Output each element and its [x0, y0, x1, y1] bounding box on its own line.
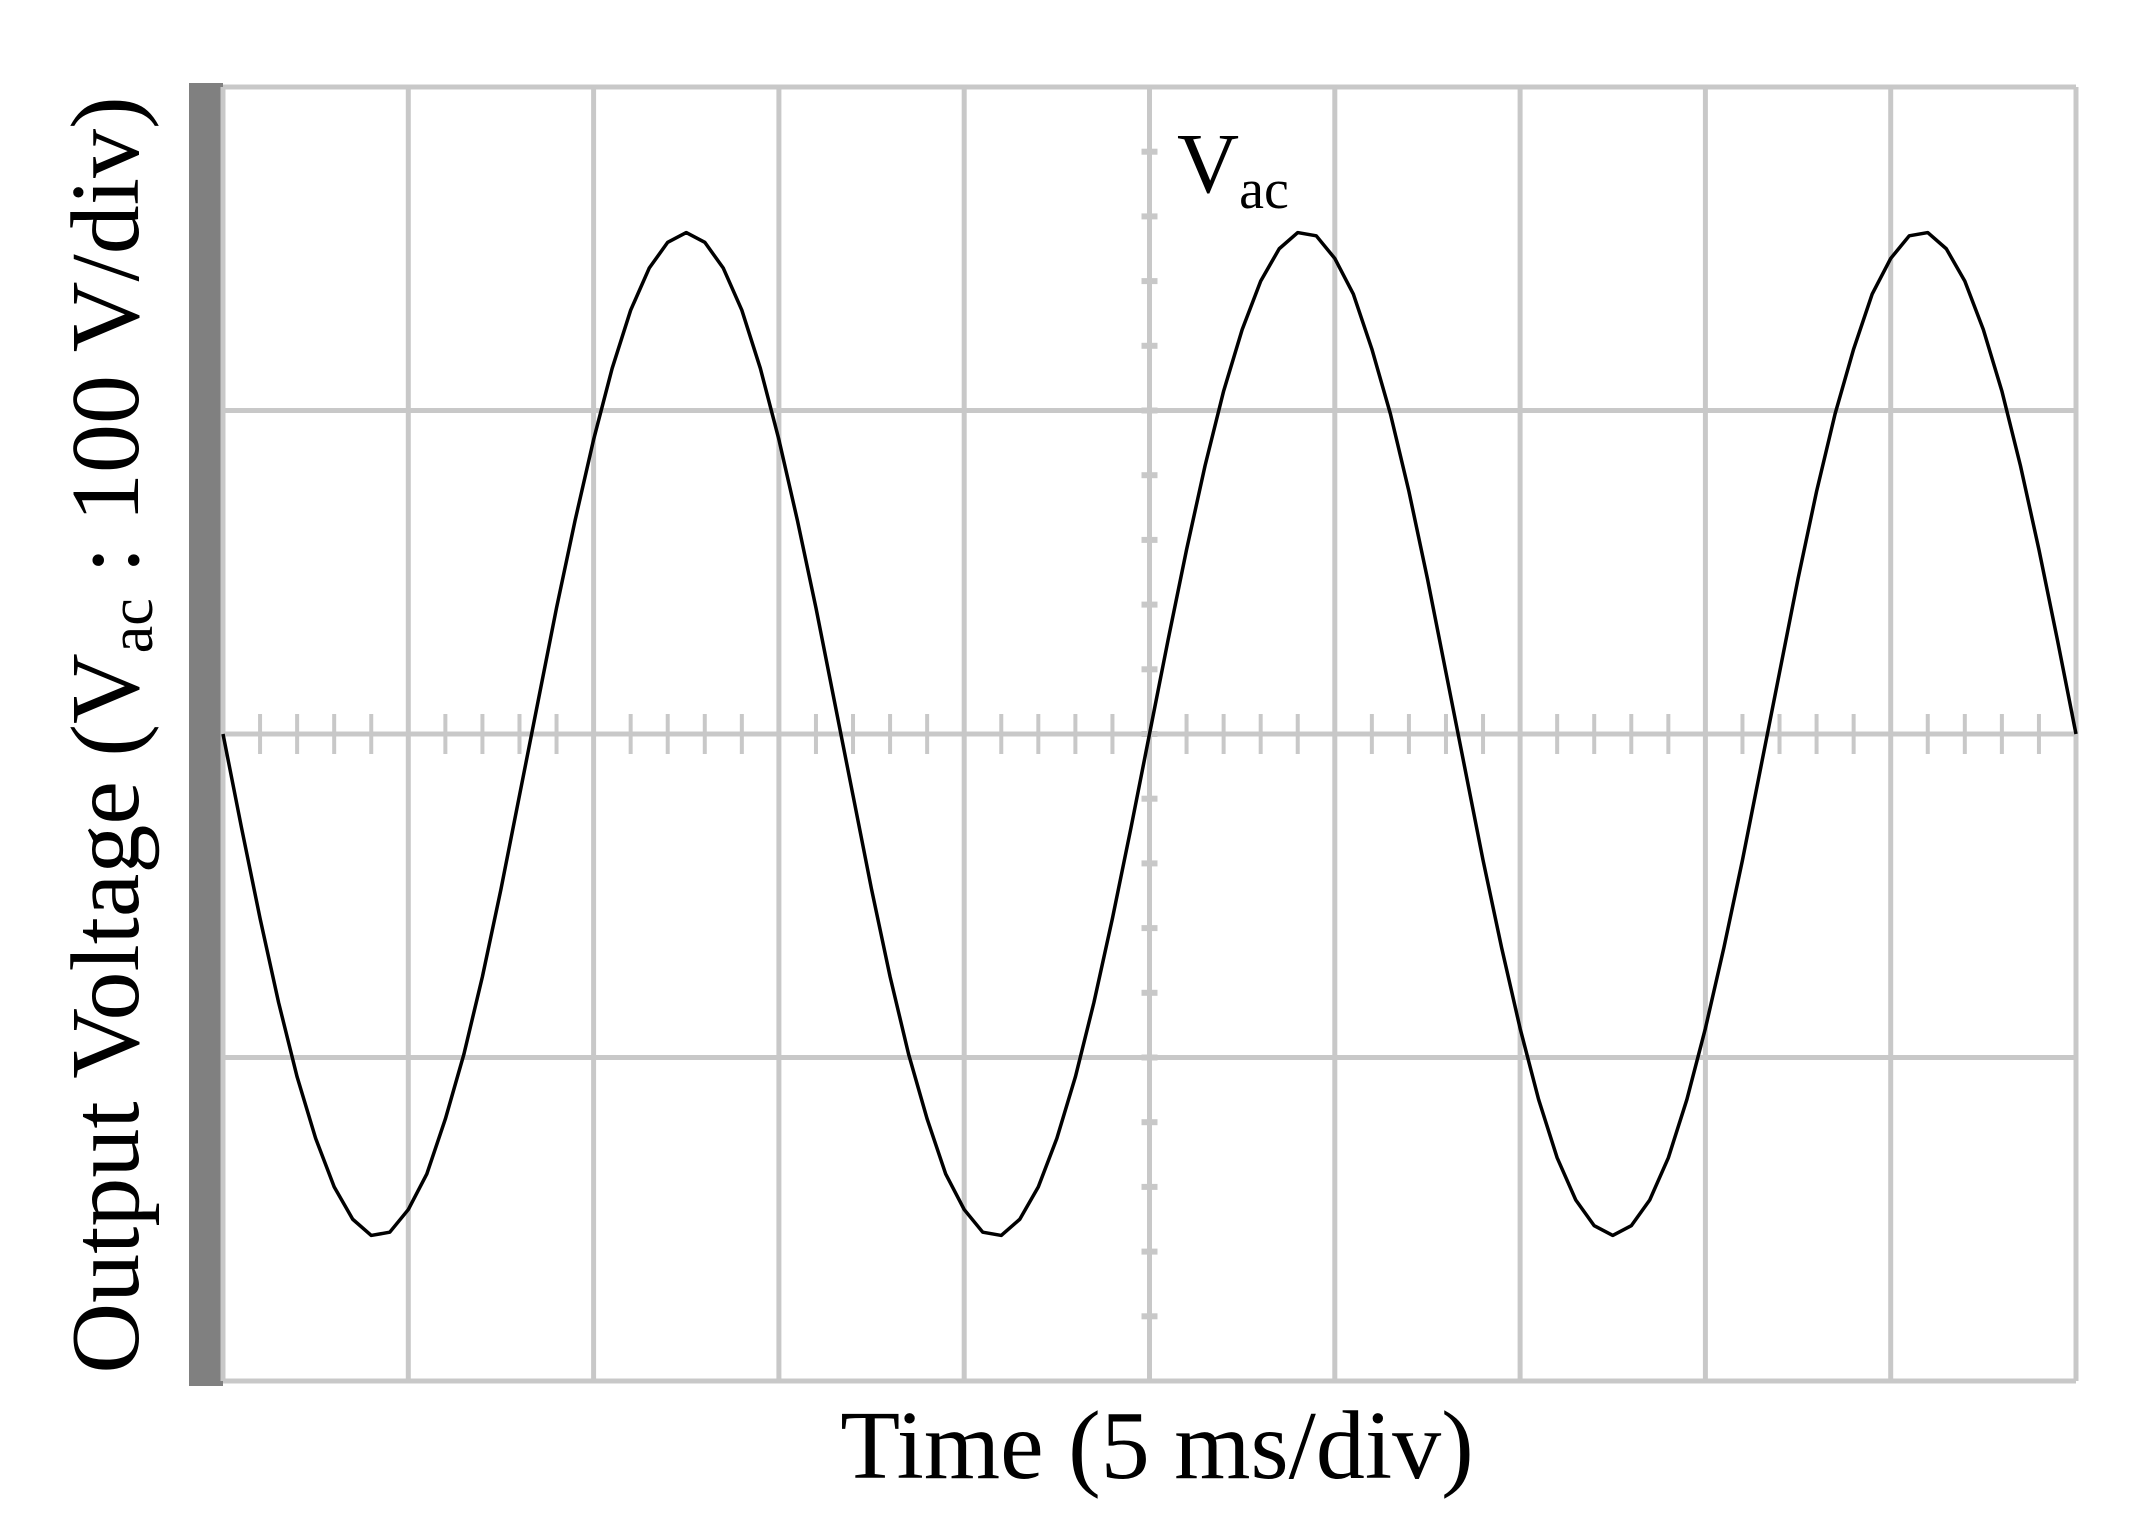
- waveform: [221, 230, 2078, 1238]
- y-label-main: Output Voltage (V: [52, 653, 160, 1373]
- plot: [221, 230, 2078, 1238]
- y-label-rest: : 100 V/div): [52, 96, 160, 598]
- annotation-sub: ac: [1239, 159, 1289, 221]
- scope-left-bar: [189, 83, 223, 1386]
- x-axis-label: Time (5 ms/div): [840, 1392, 1473, 1500]
- annotation-main: V: [1177, 115, 1239, 211]
- y-label-sub: ac: [98, 598, 166, 653]
- y-axis-label: Output Voltage (Vac : 100 V/div): [52, 96, 166, 1373]
- annotation: Vac: [1177, 115, 1289, 221]
